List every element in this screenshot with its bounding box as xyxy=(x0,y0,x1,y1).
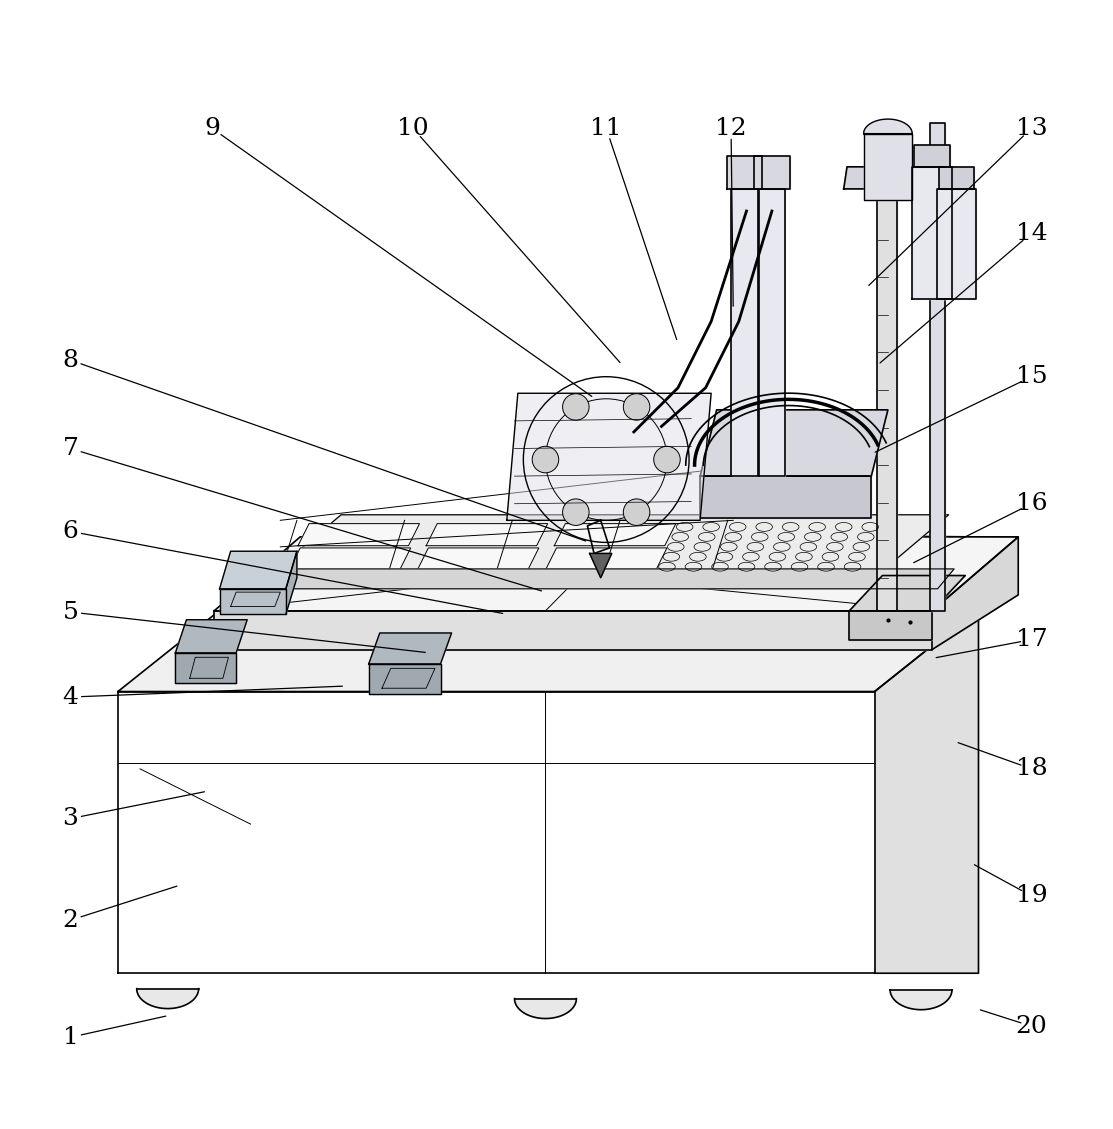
Polygon shape xyxy=(269,515,948,576)
Circle shape xyxy=(623,394,650,420)
Text: 10: 10 xyxy=(397,116,429,140)
Polygon shape xyxy=(938,167,974,189)
Polygon shape xyxy=(877,200,897,611)
Text: 4: 4 xyxy=(62,685,78,709)
Polygon shape xyxy=(864,119,913,133)
Polygon shape xyxy=(913,167,952,299)
Polygon shape xyxy=(759,189,785,476)
Text: 1: 1 xyxy=(62,1026,78,1049)
Polygon shape xyxy=(731,189,758,476)
Polygon shape xyxy=(242,569,954,589)
Circle shape xyxy=(562,394,589,420)
Polygon shape xyxy=(755,156,789,189)
Polygon shape xyxy=(137,989,198,1008)
Polygon shape xyxy=(590,553,612,578)
Polygon shape xyxy=(929,123,945,611)
Polygon shape xyxy=(932,537,1018,649)
Polygon shape xyxy=(417,548,539,570)
Polygon shape xyxy=(298,524,420,545)
Text: 3: 3 xyxy=(62,807,78,830)
Polygon shape xyxy=(849,611,932,640)
Polygon shape xyxy=(844,167,952,189)
Polygon shape xyxy=(700,476,871,518)
Polygon shape xyxy=(864,133,913,200)
Polygon shape xyxy=(875,609,978,973)
Text: 7: 7 xyxy=(62,437,78,460)
Text: 15: 15 xyxy=(1016,365,1047,388)
Polygon shape xyxy=(915,145,949,167)
Text: 8: 8 xyxy=(62,349,78,371)
Text: 2: 2 xyxy=(62,909,78,931)
Circle shape xyxy=(623,499,650,525)
Text: 13: 13 xyxy=(1016,116,1047,140)
Text: 9: 9 xyxy=(204,116,219,140)
Text: 18: 18 xyxy=(1016,758,1047,780)
Polygon shape xyxy=(214,611,932,649)
Text: 11: 11 xyxy=(591,116,622,140)
Polygon shape xyxy=(890,990,952,1009)
Polygon shape xyxy=(554,524,676,545)
Polygon shape xyxy=(426,524,548,545)
Polygon shape xyxy=(176,653,236,683)
Text: 6: 6 xyxy=(62,519,78,543)
Text: 5: 5 xyxy=(62,601,78,623)
Polygon shape xyxy=(700,410,888,476)
Text: 14: 14 xyxy=(1016,221,1047,245)
Text: 20: 20 xyxy=(1016,1015,1047,1038)
Text: 12: 12 xyxy=(716,116,747,140)
Text: 17: 17 xyxy=(1016,628,1047,651)
Polygon shape xyxy=(219,589,286,614)
Polygon shape xyxy=(176,620,247,653)
Polygon shape xyxy=(286,551,297,614)
Polygon shape xyxy=(214,537,1018,611)
Polygon shape xyxy=(936,189,976,299)
Polygon shape xyxy=(849,576,965,611)
Polygon shape xyxy=(545,548,667,570)
Polygon shape xyxy=(118,609,978,692)
Circle shape xyxy=(532,446,559,473)
Polygon shape xyxy=(368,664,441,693)
Polygon shape xyxy=(219,551,297,589)
Text: 16: 16 xyxy=(1016,492,1047,515)
Polygon shape xyxy=(289,548,411,570)
Polygon shape xyxy=(506,393,711,520)
Polygon shape xyxy=(727,156,762,189)
Circle shape xyxy=(562,499,589,525)
Text: 19: 19 xyxy=(1016,884,1047,908)
Circle shape xyxy=(653,446,680,473)
Polygon shape xyxy=(368,633,452,664)
Polygon shape xyxy=(514,999,577,1018)
